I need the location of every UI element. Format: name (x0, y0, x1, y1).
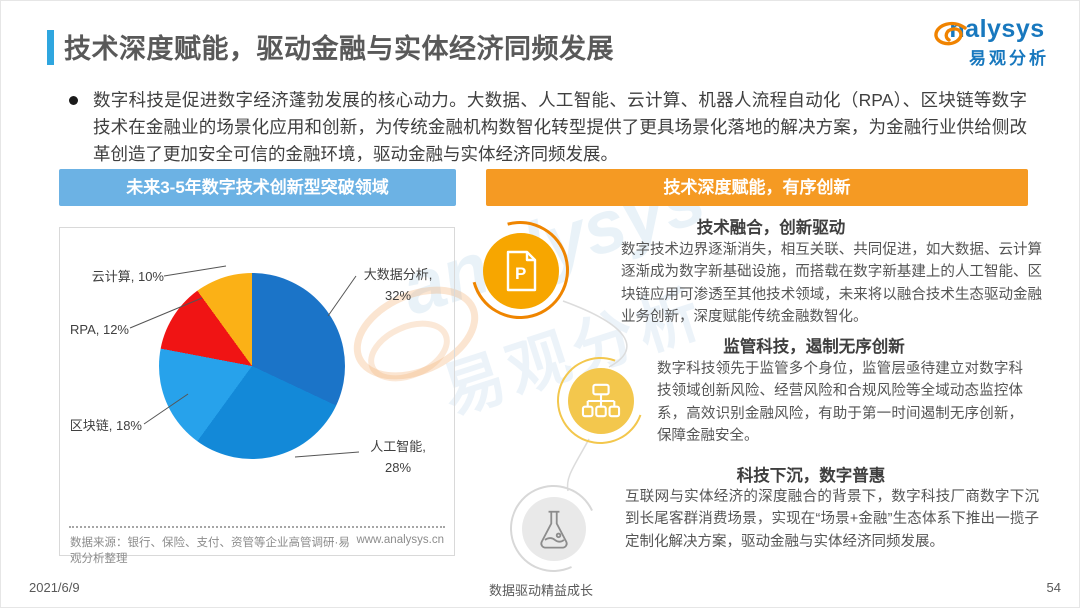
intro-text: 数字科技是促进数字经济蓬勃发展的核心动力。大数据、人工智能、云计算、机器人流程自… (93, 90, 1027, 164)
pie-label-blockchain: 区块链, 18% (69, 418, 142, 433)
pie-label-rpa: RPA, 12% (69, 322, 129, 337)
footer-slogan: 数据驱动精益成长 (488, 583, 593, 598)
left-panel-header: 未来3-5年数字技术创新型突破领域 (59, 169, 456, 206)
pie-label-bigdata: 大数据分析, 32% (363, 267, 433, 303)
pie-label-ai: 人工智能, 28% (370, 439, 426, 475)
pie-label-cloud: 云计算, 10% (91, 269, 164, 284)
footer-page-number: 54 (1046, 580, 1061, 595)
section-1-title: 技术融合，创新驱动 (696, 219, 846, 237)
analysys-logo: analysys 易观分析 (933, 15, 1069, 69)
document-p-icon: P (483, 233, 559, 309)
section-3-title: 科技下沉，数字普惠 (736, 467, 886, 485)
pie-chart-panel: 大数据分析, 32% 人工智能, 28% 云计算, 10% RPA, 12% 区… (59, 227, 455, 565)
bullet-icon (69, 96, 78, 105)
svg-text:P: P (515, 264, 526, 283)
org-chart-icon (568, 368, 634, 434)
section-2-body: 数字科技领先于监管多个身位，监管层亟待建立对数字科技领域创新风险、经营风险和合规… (657, 361, 1023, 445)
flask-icon (522, 497, 586, 561)
website-text: www.analysys.cn (356, 534, 444, 546)
section-2-title: 监管科技，遏制无序创新 (723, 338, 905, 356)
section-1-body: 数字技术边界逐渐消失，相互关联、共同促进，如大数据、云计算逐渐成为数字新基础设施… (621, 242, 1042, 326)
title-accent-bar (47, 30, 54, 65)
source-divider (69, 526, 445, 528)
source-row: 数据来源：银行、保险、支付、资管等企业高管调研·易观分析整理 www.analy… (70, 534, 444, 566)
right-panel-header: 技术深度赋能，有序创新 (486, 169, 1028, 206)
section-3-body: 互联网与实体经济的深度融合的背景下，数字科技厂商数字下沉到长尾客群消费场景，实现… (625, 489, 1039, 550)
data-source-text: 数据来源：银行、保险、支付、资管等企业高管调研·易观分析整理 (70, 537, 350, 565)
logo-brand-cn: 易观分析 (969, 49, 1049, 68)
page-title: 技术深度赋能，驱动金融与实体经济同频发展 (64, 34, 614, 64)
pie-leader-lines (129, 265, 360, 458)
footer-date: 2021/6/9 (29, 580, 80, 595)
logo-swirl-icon (934, 21, 967, 46)
pie (159, 273, 345, 459)
intro-paragraph: 数字科技是促进数字经济蓬勃发展的核心动力。大数据、人工智能、云计算、机器人流程自… (67, 87, 1027, 168)
